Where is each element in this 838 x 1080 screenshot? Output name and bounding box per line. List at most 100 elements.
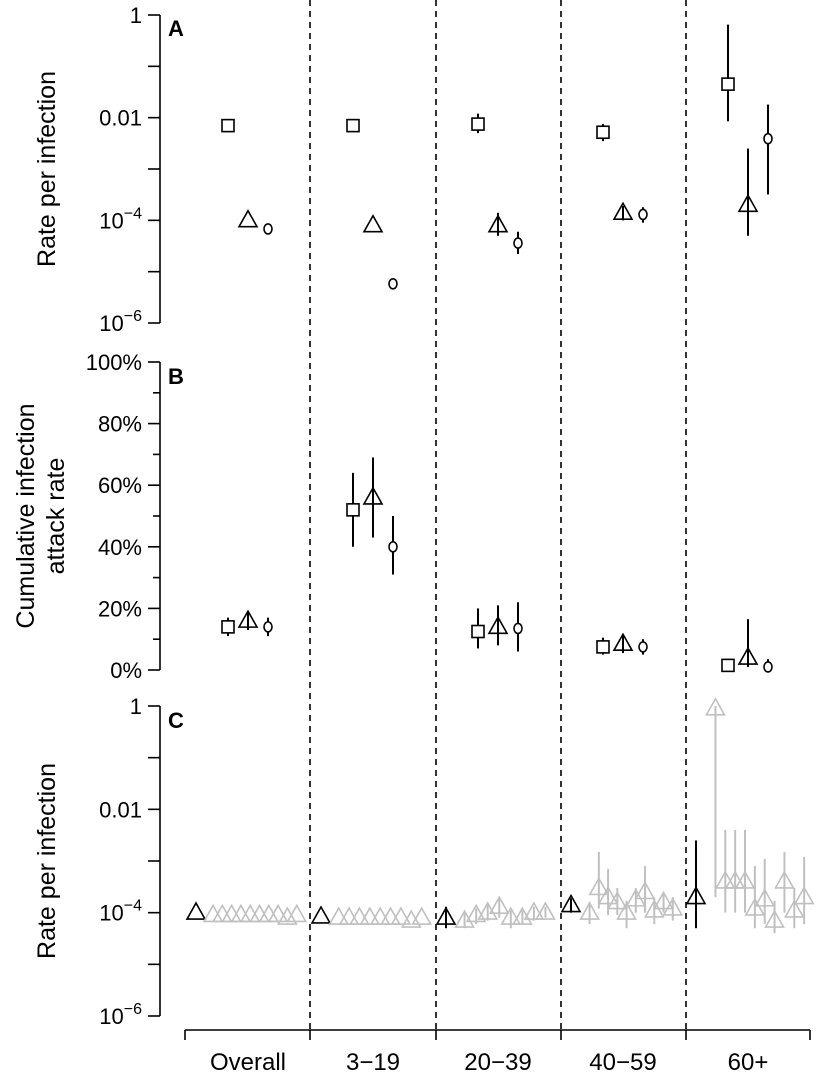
- panel-label: C: [168, 708, 184, 733]
- circle-marker: [388, 540, 398, 553]
- panel-label: B: [168, 364, 184, 389]
- triangle-marker: [328, 906, 350, 925]
- triangle-marker: [435, 906, 457, 925]
- triangle-marker: [465, 903, 487, 923]
- triangle-marker: [338, 906, 360, 925]
- y-tick-label: 10−6: [99, 308, 142, 336]
- triangle-marker: [230, 903, 252, 923]
- x-tick-label: 60+: [728, 1049, 769, 1076]
- circle-marker: [263, 223, 273, 235]
- y-tick-label: 10−6: [99, 1001, 142, 1029]
- panel-B: [221, 457, 773, 673]
- triangle-marker: [764, 909, 785, 928]
- x-tick-label: 40−59: [589, 1049, 656, 1076]
- y-tick-label: 1: [130, 694, 142, 719]
- square-marker: [346, 503, 360, 517]
- triangle-marker: [560, 893, 582, 913]
- tick-labels: 1 0.01 10−4 10−6 A Rate per infection 100% 80% 6…: [12, 3, 768, 1076]
- y-tick-label: 0.01: [99, 106, 142, 131]
- triangle-marker: [411, 906, 433, 925]
- triangle-marker: [597, 885, 619, 905]
- y-axis-title: Rate per infection: [33, 71, 61, 267]
- square-marker: [471, 624, 485, 639]
- triangle-marker: [793, 885, 815, 905]
- triangle-marker: [239, 903, 261, 923]
- triangle-marker: [488, 895, 510, 914]
- triangle-marker: [369, 906, 391, 925]
- triangle-marker: [359, 906, 381, 925]
- triangle-marker: [286, 903, 308, 923]
- panel-C: [185, 697, 815, 934]
- triangle-marker: [754, 888, 776, 907]
- chart-frame: [148, 0, 811, 1040]
- y-tick-label: 80%: [98, 412, 142, 437]
- triangle-marker: [535, 901, 556, 920]
- circle-marker: [513, 237, 523, 249]
- square-marker: [721, 77, 735, 91]
- triangle-marker: [211, 903, 233, 923]
- circle-marker: [638, 208, 648, 221]
- square-marker: [346, 118, 360, 133]
- x-tick-label: 20−39: [464, 1049, 531, 1076]
- triangle-marker: [705, 697, 726, 716]
- triangle-marker: [362, 486, 384, 505]
- triangle-marker: [737, 646, 759, 665]
- square-marker: [471, 117, 485, 131]
- triangle-marker: [202, 903, 224, 923]
- triangle-marker: [380, 906, 401, 925]
- triangle-marker: [612, 201, 634, 221]
- triangle-marker: [634, 880, 656, 900]
- y-tick-label: 20%: [98, 596, 142, 621]
- triangle-marker: [606, 890, 628, 910]
- triangle-marker: [783, 899, 805, 918]
- triangle-marker: [662, 897, 684, 916]
- y-tick-label: 0.01: [99, 797, 142, 822]
- triangle-marker: [737, 193, 759, 213]
- triangle-marker: [734, 870, 756, 889]
- y-tick-label: 100%: [86, 350, 142, 375]
- triangle-marker: [500, 906, 522, 925]
- triangle-marker: [185, 901, 207, 920]
- triangle-marker: [249, 903, 270, 923]
- y-tick-label: 60%: [98, 473, 142, 498]
- panel-A: [221, 24, 773, 290]
- circle-marker: [388, 278, 398, 290]
- triangle-marker: [349, 906, 370, 925]
- data-marks: [185, 24, 815, 934]
- triangle-marker: [774, 870, 795, 889]
- triangle-marker: [258, 903, 280, 923]
- square-marker: [221, 620, 235, 634]
- triangle-marker: [390, 906, 412, 925]
- triangle-marker: [616, 901, 637, 920]
- y-tick-label: 1: [130, 3, 142, 28]
- triangle-marker: [487, 214, 509, 233]
- circle-marker: [763, 132, 773, 145]
- triangle-marker: [310, 905, 332, 924]
- panel-label: A: [168, 16, 184, 41]
- y-tick-label: 40%: [98, 535, 142, 560]
- circle-marker: [763, 661, 773, 673]
- triangle-marker: [237, 609, 259, 628]
- y-axis-title: Rate per infection: [33, 763, 61, 959]
- y-axis-title: Cumulative infectionattack rate: [12, 403, 70, 628]
- circle-marker: [513, 622, 523, 635]
- square-marker: [596, 125, 610, 140]
- y-tick-label: 10−4: [99, 898, 142, 926]
- x-tick-label: 3−19: [346, 1049, 400, 1076]
- triangle-marker: [685, 885, 707, 905]
- triangle-marker: [579, 901, 600, 920]
- triangle-marker: [237, 209, 259, 228]
- square-marker: [221, 118, 235, 133]
- circle-marker: [263, 621, 273, 633]
- x-tick-label: Overall: [210, 1049, 286, 1076]
- triangle-marker: [487, 615, 509, 635]
- triangle-marker: [267, 903, 289, 923]
- triangle-marker: [744, 897, 766, 916]
- square-marker: [721, 658, 735, 673]
- triangle-marker: [362, 214, 384, 233]
- triangle-marker: [523, 901, 545, 920]
- y-tick-label: 10−4: [99, 205, 142, 233]
- triangle-marker: [653, 890, 674, 910]
- square-marker: [596, 640, 610, 654]
